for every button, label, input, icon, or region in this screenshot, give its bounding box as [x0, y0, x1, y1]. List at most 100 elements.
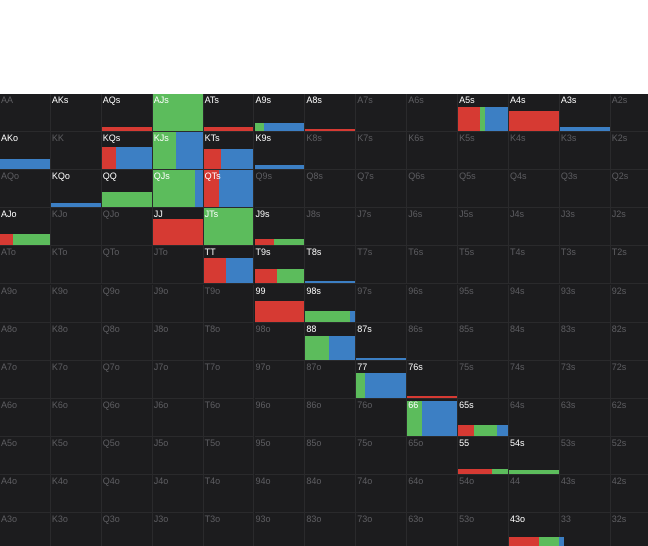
hand-cell-t3s[interactable]: T3s [559, 246, 611, 285]
hand-cell-a3o[interactable]: A3o [0, 513, 51, 546]
hand-cell-72s[interactable]: 72s [610, 361, 648, 399]
hand-cell-t9s[interactable]: T9s [254, 246, 306, 285]
hand-cell-qjs[interactable]: QJs [152, 170, 204, 209]
fold-action-card[interactable]: Fold 41.5% 17.9 combos [440, 0, 648, 88]
hand-cell-q7o[interactable]: Q7o [101, 360, 153, 399]
hand-cell-94o[interactable]: 94o [254, 475, 306, 514]
hand-cell-a8s[interactable]: A8s [305, 94, 357, 133]
hand-cell-92s[interactable]: 92s [610, 285, 648, 323]
hand-cell-kts[interactable]: KTs [203, 132, 255, 171]
hand-cell-k7o[interactable]: K7o [50, 360, 102, 399]
hand-cell-64s[interactable]: 64s [509, 398, 560, 437]
hand-cell-kqs[interactable]: KQs [101, 132, 153, 171]
hand-cell-95s[interactable]: 95s [458, 284, 509, 323]
hand-cell-94s[interactable]: 94s [509, 284, 560, 323]
hand-cell-52s[interactable]: 52s [610, 437, 648, 475]
hand-cell-t9o[interactable]: T9o [203, 284, 255, 323]
hand-cell-t7o[interactable]: T7o [203, 360, 255, 399]
hand-cell-75o[interactable]: 75o [356, 436, 408, 475]
hand-cell-t4o[interactable]: T4o [203, 475, 255, 514]
hand-cell-93s[interactable]: 93s [559, 284, 611, 323]
hand-cell-86s[interactable]: 86s [407, 322, 459, 361]
hand-cell-qto[interactable]: QTo [101, 246, 153, 285]
hand-cell-q4o[interactable]: Q4o [101, 475, 153, 514]
hand-cell-98s[interactable]: 98s [305, 284, 357, 323]
hand-cell-43o[interactable]: 43o [509, 513, 564, 546]
hand-cell-k3s[interactable]: K3s [559, 132, 611, 171]
hand-cell-k5s[interactable]: K5s [458, 132, 509, 171]
hand-cell-66[interactable]: 66 [407, 398, 459, 437]
hand-cell-t5s[interactable]: T5s [458, 246, 509, 285]
hand-cell-kqo[interactable]: KQo [50, 170, 102, 209]
hand-cell-jj[interactable]: JJ [152, 208, 204, 247]
hand-cell-a4s[interactable]: A4s [509, 94, 560, 133]
hand-cell-t7s[interactable]: T7s [356, 246, 408, 285]
hand-cell-q6o[interactable]: Q6o [101, 398, 153, 437]
hand-cell-a2s[interactable]: A2s [610, 94, 648, 133]
hand-cell-tt[interactable]: TT [203, 246, 255, 285]
hand-cell-ato[interactable]: ATo [0, 246, 51, 285]
hand-cell-65s[interactable]: 65s [458, 398, 509, 437]
hand-cell-q3o[interactable]: Q3o [102, 513, 153, 546]
hand-cell-a5s[interactable]: A5s [458, 94, 509, 133]
hand-cell-j9s[interactable]: J9s [254, 208, 306, 247]
hand-cell-t6s[interactable]: T6s [407, 246, 459, 285]
hand-cell-85o[interactable]: 85o [305, 436, 357, 475]
hand-cell-kjs[interactable]: KJs [152, 132, 204, 171]
hand-cell-83s[interactable]: 83s [559, 322, 611, 361]
hand-cell-kjo[interactable]: KJo [50, 208, 102, 247]
hand-cell-ajs[interactable]: AJs [152, 94, 204, 133]
hand-cell-j8s[interactable]: J8s [305, 208, 357, 247]
hand-cell-t4s[interactable]: T4s [509, 246, 560, 285]
hand-cell-t6o[interactable]: T6o [203, 398, 255, 437]
hand-cell-k6s[interactable]: K6s [407, 132, 459, 171]
hand-cell-85s[interactable]: 85s [458, 322, 509, 361]
hand-cell-k6o[interactable]: K6o [50, 398, 102, 437]
hand-cell-q9o[interactable]: Q9o [101, 284, 153, 323]
hand-cell-jts[interactable]: JTs [203, 208, 255, 247]
hand-cell-42s[interactable]: 42s [610, 475, 648, 514]
hand-cell-kk[interactable]: KK [50, 132, 102, 171]
hand-cell-a7o[interactable]: A7o [0, 360, 51, 399]
hand-cell-54o[interactable]: 54o [458, 475, 509, 514]
hand-cell-j8o[interactable]: J8o [152, 322, 204, 361]
hand-cell-74o[interactable]: 74o [356, 475, 408, 514]
hand-cell-qts[interactable]: QTs [203, 170, 255, 209]
hand-cell-98o[interactable]: 98o [254, 322, 306, 361]
hand-cell-84s[interactable]: 84s [509, 322, 560, 361]
hand-cell-73s[interactable]: 73s [559, 360, 611, 399]
hand-cell-95o[interactable]: 95o [254, 436, 306, 475]
hand-cell-j7s[interactable]: J7s [356, 208, 408, 247]
hand-cell-64o[interactable]: 64o [407, 475, 459, 514]
hand-cell-j7o[interactable]: J7o [152, 360, 204, 399]
hand-cell-ajo[interactable]: AJo [0, 208, 51, 247]
hand-cell-54s[interactable]: 54s [509, 436, 560, 475]
hand-cell-q9s[interactable]: Q9s [254, 170, 306, 209]
hand-cell-63o[interactable]: 63o [407, 513, 459, 546]
hand-cell-k8o[interactable]: K8o [50, 322, 102, 361]
hand-cell-83o[interactable]: 83o [305, 513, 357, 546]
hand-cell-a4o[interactable]: A4o [0, 475, 51, 514]
hand-cell-j2s[interactable]: J2s [610, 208, 648, 247]
hand-cell-77[interactable]: 77 [356, 360, 408, 399]
hand-cell-63s[interactable]: 63s [559, 398, 611, 437]
hand-cell-a7s[interactable]: A7s [356, 94, 408, 133]
hand-cell-aqo[interactable]: AQo [0, 170, 51, 209]
hand-cell-84o[interactable]: 84o [305, 475, 357, 514]
hand-cell-97o[interactable]: 97o [254, 360, 306, 399]
hand-cell-k3o[interactable]: K3o [51, 513, 102, 546]
hand-cell-k9s[interactable]: K9s [254, 132, 306, 171]
hand-cell-aa[interactable]: AA [0, 94, 51, 133]
hand-cell-33[interactable]: 33 [560, 513, 611, 546]
hand-cell-76o[interactable]: 76o [356, 398, 408, 437]
hand-cell-q7s[interactable]: Q7s [356, 170, 408, 209]
hand-cell-32s[interactable]: 32s [611, 513, 648, 546]
hand-cell-55[interactable]: 55 [458, 436, 509, 475]
hand-cell-q3s[interactable]: Q3s [559, 170, 611, 209]
hand-cell-88[interactable]: 88 [305, 322, 357, 361]
hand-cell-k4s[interactable]: K4s [509, 132, 560, 171]
hand-cell-q8s[interactable]: Q8s [305, 170, 357, 209]
hand-cell-t2s[interactable]: T2s [610, 246, 648, 285]
hand-cell-j3o[interactable]: J3o [153, 513, 204, 546]
hand-cell-k7s[interactable]: K7s [356, 132, 408, 171]
